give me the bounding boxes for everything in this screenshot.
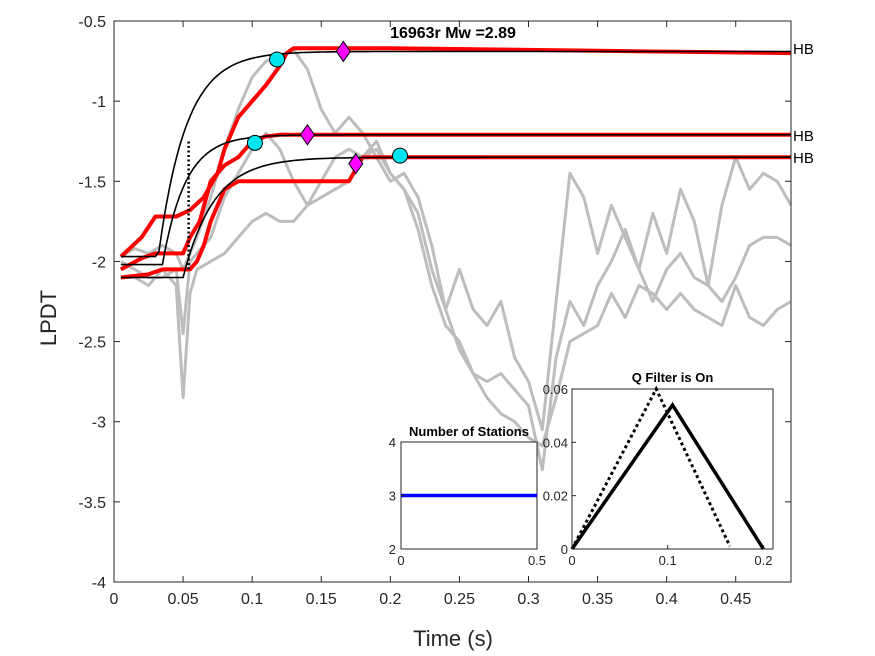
qfilter-y-tick-label: 0.04 <box>543 435 568 450</box>
qfilter-y-tick-label: 0 <box>561 542 568 557</box>
stations-title: Number of Stations <box>409 424 529 439</box>
qfilter-x-tick-label: 0.2 <box>754 553 772 568</box>
qfilter-y-tick-label: 0.02 <box>543 489 568 504</box>
x-tick-label: 0.45 <box>720 591 751 608</box>
diamond-marker-3 <box>348 152 364 175</box>
diamond-marker-1 <box>335 40 351 63</box>
y-tick-label: -2 <box>92 254 106 271</box>
y-tick-label: -3.5 <box>78 495 106 512</box>
x-tick-label: 0.1 <box>241 591 263 608</box>
x-tick-label: 0.15 <box>306 591 337 608</box>
qfilter-y-tick-label: 0.06 <box>543 382 568 397</box>
y-tick-label: -2.5 <box>78 335 106 352</box>
x-axis-label: Time (s) <box>413 626 493 651</box>
qfilter-solid-line <box>570 401 765 551</box>
circle-marker-1 <box>269 51 286 68</box>
stations-y-tick-label: 4 <box>389 435 396 450</box>
y-tick-label: -1 <box>92 94 106 111</box>
stations-y-tick-label: 3 <box>389 489 396 504</box>
qfilter-inset: 0 0.1 0.2 0 0.02 0.04 0.06 Q Filter is On <box>543 370 774 568</box>
qfilter-x-tick-label: 0 <box>568 553 575 568</box>
qfilter-title: Q Filter is On <box>632 370 714 385</box>
x-tick-label: 0.4 <box>656 591 678 608</box>
main-axes-box <box>113 20 792 583</box>
fit-curve-3 <box>120 156 791 279</box>
x-tick-label: 0.35 <box>582 591 613 608</box>
x-tick-label: 0.3 <box>517 591 539 608</box>
hb-label-3: HB <box>793 150 814 167</box>
qfilter-dotted-line <box>570 385 732 550</box>
chart-title: 16963r Mw =2.89 <box>390 25 516 42</box>
qfilter-x-tick-label: 0.1 <box>659 553 677 568</box>
circle-marker-2 <box>246 134 263 151</box>
stations-x-tick-label: 0 <box>397 553 404 568</box>
fit-curve-2 <box>120 134 791 266</box>
y-tick-label: -4 <box>92 575 106 592</box>
gray-series-3 <box>120 147 792 448</box>
diamond-marker-2 <box>299 123 316 146</box>
y-axis-label: LPDT <box>36 290 61 346</box>
qfilter-axes-box <box>571 388 774 550</box>
circle-marker-3 <box>391 147 408 164</box>
hb-label-1: HB <box>793 41 814 58</box>
y-tick-label: -0.5 <box>78 14 106 31</box>
y-tick-label: -3 <box>92 415 106 432</box>
main-axes: 0 0.05 0.1 0.15 0.2 0.25 0.3 0.35 0.4 0.45 -4 -3.5 -… <box>36 14 814 651</box>
y-tick-label: -1.5 <box>78 174 106 191</box>
stations-y-tick-label: 2 <box>389 542 396 557</box>
stations-x-tick-label: 0.5 <box>528 553 546 568</box>
fit-curve-1 <box>120 50 791 258</box>
x-tick-label: 0.25 <box>444 591 475 608</box>
x-tick-label: 0.2 <box>379 591 401 608</box>
x-tick-label: 0.05 <box>168 591 199 608</box>
hb-label-2: HB <box>793 128 814 145</box>
stations-inset: 0 0.5 2 3 4 Number of Stations <box>389 424 546 568</box>
gray-series-2 <box>120 131 792 472</box>
x-tick-label: 0 <box>110 591 119 608</box>
